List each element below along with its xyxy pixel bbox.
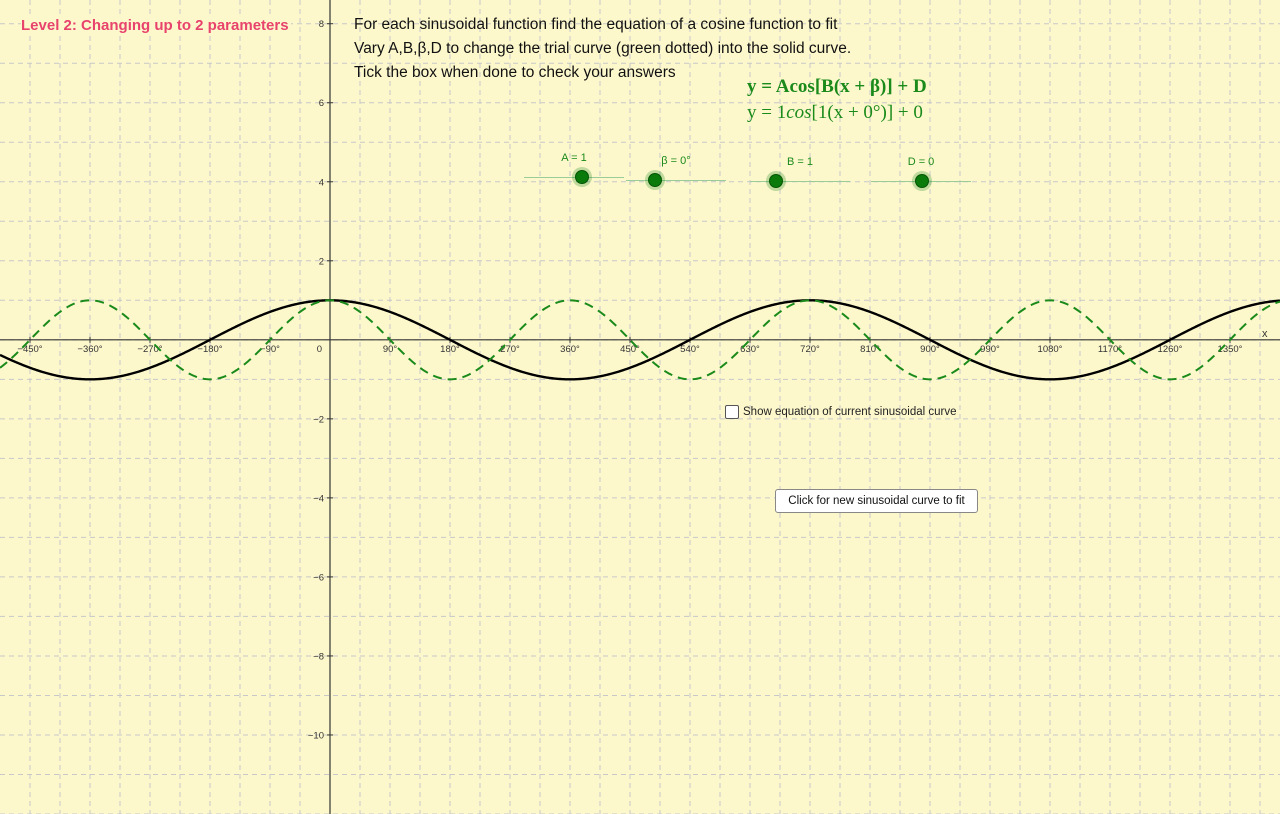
new-curve-button[interactable]: Click for new sinusoidal curve to fit [775,489,978,513]
trial-curve [0,299,1280,381]
x-tick-label: 720° [800,344,820,355]
slider-d-label: D = 0 [907,156,935,168]
x-tick-label: −450° [17,344,42,355]
slider-beta-label: β = 0° [661,155,691,167]
x-tick-label: 0 [317,344,322,355]
instructions: For each sinusoidal function find the eq… [354,13,851,85]
x-tick-label: 450° [620,344,640,355]
instruction-line: Tick the box when done to check your ans… [354,64,676,81]
x-axis-label: x [1262,328,1268,340]
tick-labels: −450° −360° −270° −180° −90° 0 90° 180° 270° 360°… [17,19,1242,741]
y-tick-label: −10 [308,730,324,741]
slider-beta-track[interactable] [626,180,726,181]
y-tick-label: −4 [313,493,324,504]
general-equation: y = Acos[B(x + β)] + D [747,76,927,97]
slider-d-knob[interactable] [915,174,929,188]
slider-beta[interactable]: β = 0° [626,155,726,187]
y-tick-label: 2 [319,256,324,267]
x-tick-label: 1170° [1098,344,1122,355]
show-equation-checkbox[interactable]: Show equation of current sinusoidal curv… [725,405,957,419]
checkbox-box[interactable] [725,405,739,419]
current-equation: y = 1cos[1(x + 0°)] + 0 [747,102,923,124]
slider-a-track[interactable] [524,177,624,178]
y-tick-label: −6 [313,572,324,583]
x-tick-label: 990° [980,344,1000,355]
current-equation-prefix: y = 1 [747,102,787,123]
y-tick-label: 6 [319,98,324,109]
y-tick-label: −8 [313,651,324,662]
x-tick-label: 180° [440,344,460,355]
instruction-line: Vary A,B,β,D to change the trial curve (… [354,40,852,57]
x-tick-label: 540° [680,344,700,355]
slider-a-label: A = 1 [561,152,587,164]
slider-b-track[interactable] [750,181,850,182]
x-tick-label: 900° [920,344,940,355]
y-tick-label: 4 [319,177,324,188]
x-tick-label: −180° [197,344,222,355]
slider-b-knob[interactable] [769,174,783,188]
x-tick-label: 90° [383,344,398,355]
x-tick-label: −360° [77,344,102,355]
x-tick-label: 270° [500,344,520,355]
slider-d[interactable]: D = 0 [871,156,971,188]
x-tick-label: 630° [740,344,760,355]
target-curve [0,299,1280,381]
y-tick-label: −2 [313,414,324,425]
x-tick-label: 1350° [1218,344,1243,355]
slider-a-knob[interactable] [575,170,589,184]
x-tick-label: −90° [260,344,280,355]
slider-beta-knob[interactable] [648,173,662,187]
level-title: Level 2: Changing up to 2 parameters [21,17,291,34]
x-tick-label: 810° [860,344,880,355]
x-tick-label: 1080° [1038,344,1063,355]
current-equation-func: cos [786,102,812,123]
x-tick-label: −270° [137,344,162,355]
slider-b-label: B = 1 [787,156,813,168]
checkbox-label: Show equation of current sinusoidal curv… [743,406,957,418]
slider-b[interactable]: B = 1 [750,156,850,188]
y-tick-label: 8 [319,19,324,30]
current-equation-suffix: [1(x + 0°)] + 0 [811,102,923,123]
x-tick-label: 1260° [1158,344,1183,355]
slider-a[interactable]: A = 1 [524,152,624,184]
instruction-line: For each sinusoidal function find the eq… [354,16,838,33]
x-tick-label: 360° [560,344,580,355]
